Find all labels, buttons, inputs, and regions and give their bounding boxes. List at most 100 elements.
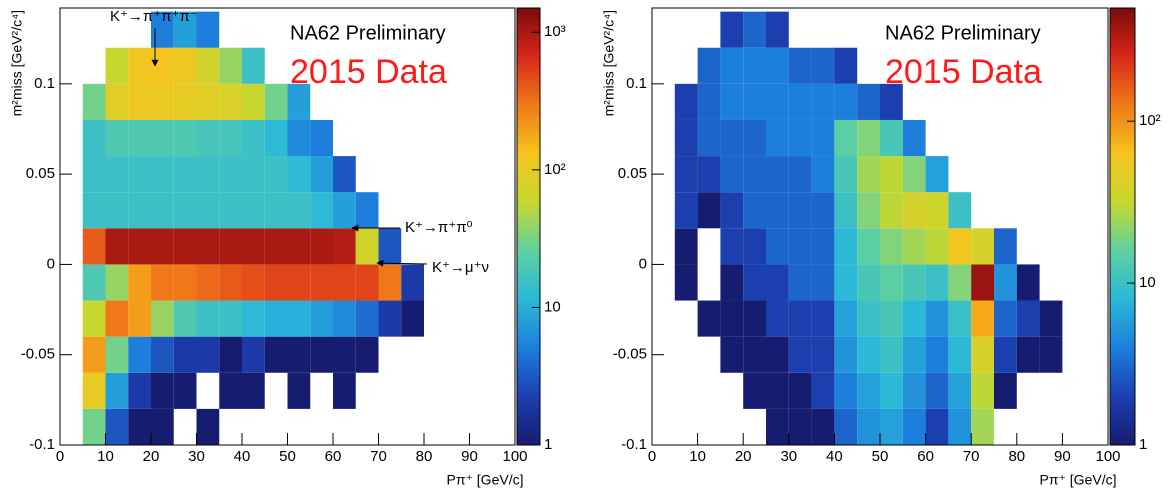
heatmap-cell	[333, 336, 356, 373]
heatmap-cell	[173, 119, 197, 157]
heatmap-cell	[287, 156, 311, 193]
heatmap-cell	[219, 300, 242, 337]
heatmap-cell	[743, 228, 766, 265]
heatmap-cell	[948, 408, 972, 445]
heatmap-cell	[788, 264, 812, 301]
heatmap-cell	[128, 228, 151, 265]
heatmap-cell	[82, 228, 106, 265]
heatmap-cell	[971, 264, 994, 301]
heatmap-cell	[105, 408, 129, 445]
heatmap-cell	[219, 336, 242, 373]
heatmap-cell	[264, 336, 288, 373]
heatmap-cell	[196, 11, 220, 48]
heatmap-cell	[173, 264, 197, 301]
heatmap-cell	[82, 336, 106, 373]
heatmap-cell	[128, 83, 151, 120]
heatmap-cell	[743, 83, 766, 120]
heatmap-cell	[355, 264, 379, 301]
heatmap-cell	[857, 336, 880, 373]
x-tick-label: 0	[648, 448, 656, 465]
y-tick-label: 0.05	[26, 165, 55, 182]
heatmap-cell	[219, 372, 242, 409]
heatmap-cell	[401, 300, 424, 337]
heatmap-cell	[196, 408, 220, 445]
heatmap-cell	[811, 336, 835, 373]
heatmap-cell	[674, 119, 698, 157]
x-axis-label: Pπ⁺ [GeV/c]	[447, 472, 524, 488]
heatmap-cell	[264, 156, 288, 193]
heatmap-cell	[720, 264, 744, 301]
heatmap-cell	[766, 119, 789, 157]
heatmap-cell	[1016, 336, 1040, 373]
heatmap-cell	[105, 192, 129, 229]
heatmap-cell	[994, 300, 1017, 337]
title: 2015 Data	[885, 53, 1042, 91]
heatmap-cell	[834, 119, 858, 157]
heatmap-cell	[82, 119, 106, 157]
x-tick-label: 40	[234, 448, 251, 465]
y-axis-label: m²miss [GeV²/c⁴]	[9, 10, 25, 116]
heatmap-cell	[857, 372, 880, 409]
x-tick-label: 70	[963, 448, 980, 465]
heatmap-cell	[811, 408, 835, 445]
heatmap-cell	[743, 336, 766, 373]
heatmap-cell	[264, 228, 288, 265]
heatmap-cell	[310, 119, 333, 157]
x-tick-label: 50	[872, 448, 889, 465]
heatmap-cell	[925, 408, 949, 445]
heatmap-cell	[196, 300, 220, 337]
heatmap-cell	[287, 119, 311, 157]
heatmap-cell	[196, 47, 220, 84]
heatmap-cell	[766, 228, 789, 265]
subtitle: NA62 Preliminary	[885, 22, 1041, 44]
heatmap-cell	[128, 408, 151, 445]
heatmap-cell	[151, 156, 174, 193]
heatmap-cell	[310, 156, 333, 193]
colorbar-tick-label: 10²	[544, 161, 566, 178]
heatmap-cell	[264, 264, 288, 301]
heatmap-cell	[173, 372, 197, 409]
heatmap-cell	[264, 192, 288, 229]
heatmap-cell	[1016, 300, 1040, 337]
heatmap-cell	[743, 264, 766, 301]
heatmap-cell	[378, 300, 402, 337]
heatmap-cell	[902, 300, 926, 337]
heatmap-cell	[880, 156, 903, 193]
heatmap-cell	[971, 300, 994, 337]
heatmap-cell	[333, 156, 356, 193]
colorbar-tick-label: 1	[544, 436, 552, 453]
heatmap-cell	[720, 300, 744, 337]
heatmap-cell	[151, 119, 174, 157]
heatmap-cell	[925, 372, 949, 409]
heatmap-cell	[971, 372, 994, 409]
heatmap-cell	[287, 300, 311, 337]
heatmap-cell	[697, 192, 721, 229]
heatmap-cell	[151, 228, 174, 265]
heatmap-cell	[242, 336, 265, 373]
heatmap-cell	[948, 336, 972, 373]
x-tick-label: 60	[325, 448, 342, 465]
heatmap-cell	[82, 83, 106, 120]
heatmap-cell	[880, 336, 903, 373]
heatmap-cell	[242, 192, 265, 229]
heatmap-cell	[925, 228, 949, 265]
heatmap-cell	[834, 83, 858, 120]
heatmap-cell	[333, 228, 356, 265]
heatmap-cell	[105, 264, 129, 301]
colorbar-tick-label: 10²	[1139, 112, 1161, 129]
heatmap-cell	[333, 192, 356, 229]
x-tick-label: 10	[689, 448, 706, 465]
heatmap-cell	[788, 192, 812, 229]
heatmap-cell	[766, 372, 789, 409]
heatmap-cell	[287, 192, 311, 229]
y-tick-label: 0	[639, 255, 647, 272]
heatmap-cell	[766, 47, 789, 84]
heatmap-cell	[310, 228, 333, 265]
annotation-arrow	[376, 259, 428, 267]
heatmap-cell	[925, 192, 949, 229]
heatmap-cell	[242, 300, 265, 337]
heatmap-cell	[766, 83, 789, 120]
heatmap-cell	[355, 192, 379, 229]
heatmap-cell	[401, 264, 424, 301]
heatmap-cell	[743, 192, 766, 229]
